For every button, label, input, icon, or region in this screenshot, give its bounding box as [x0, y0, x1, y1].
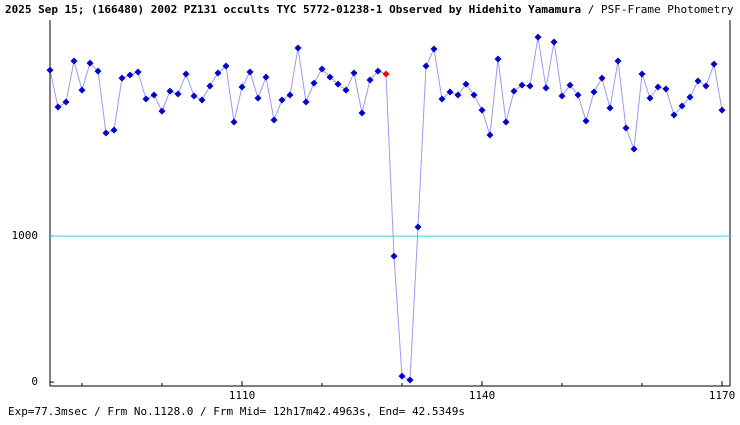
title: 2025 Sep 15; (166480) 2002 PZ131 occults…: [5, 3, 581, 16]
data-point: [718, 106, 726, 114]
data-point: [62, 98, 70, 106]
data-point: [390, 252, 398, 260]
data-point: [310, 79, 318, 87]
data-point: [110, 126, 118, 134]
data-point: [702, 82, 710, 90]
data-point: [86, 59, 94, 67]
footer: Exp=77.3msec / Frm No.1128.0 / Frm Mid= …: [8, 405, 465, 418]
data-point: [326, 73, 334, 81]
data-point: [550, 38, 558, 46]
data-point: [238, 83, 246, 91]
data-point: [438, 95, 446, 103]
data-point: [254, 94, 262, 102]
data-point: [598, 74, 606, 82]
data-point: [318, 65, 326, 73]
chart-title: 2025 Sep 15; (166480) 2002 PZ131 occults…: [5, 3, 740, 16]
data-point: [246, 68, 254, 76]
data-point: [382, 70, 390, 78]
data-point: [270, 116, 278, 124]
subtitle: / PSF-Frame Photometry /: [588, 3, 740, 16]
data-point: [134, 68, 142, 76]
data-point: [654, 83, 662, 91]
data-point: [342, 86, 350, 94]
data-point: [230, 118, 238, 126]
data-point: [214, 69, 222, 77]
data-point: [470, 91, 478, 99]
data-point: [278, 96, 286, 104]
data-point: [502, 118, 510, 126]
data-point: [150, 91, 158, 99]
data-point: [542, 84, 550, 92]
y-tick-label: 0: [31, 375, 38, 388]
data-point: [526, 82, 534, 90]
data-point: [510, 87, 518, 95]
data-point: [374, 67, 382, 75]
data-point: [486, 131, 494, 139]
data-point: [70, 57, 78, 65]
data-point: [262, 73, 270, 81]
data-point: [558, 92, 566, 100]
data-point: [638, 70, 646, 78]
data-point: [462, 80, 470, 88]
data-point: [158, 107, 166, 115]
data-point: [646, 94, 654, 102]
data-point: [430, 45, 438, 53]
data-point: [422, 62, 430, 70]
data-point: [182, 70, 190, 78]
data-point: [294, 44, 302, 52]
data-point: [686, 93, 694, 101]
data-point: [302, 98, 310, 106]
data-point: [534, 33, 542, 41]
data-point: [566, 81, 574, 89]
data-point: [358, 109, 366, 117]
data-point: [174, 90, 182, 98]
x-tick-label: 1110: [229, 389, 256, 402]
data-line: [49, 37, 723, 381]
data-point: [518, 81, 526, 89]
data-point: [670, 111, 678, 119]
data-point: [446, 88, 454, 96]
data-point: [54, 103, 62, 111]
data-point: [286, 91, 294, 99]
data-point: [414, 223, 422, 231]
data-point: [118, 74, 126, 82]
data-point: [190, 92, 198, 100]
data-point: [222, 62, 230, 70]
y-tick-label: 1000: [12, 229, 39, 242]
data-point: [574, 91, 582, 99]
data-point: [350, 69, 358, 77]
data-point: [406, 376, 414, 384]
data-point: [78, 86, 86, 94]
data-point: [46, 66, 54, 74]
data-point: [614, 57, 622, 65]
data-point: [454, 91, 462, 99]
data-point: [94, 67, 102, 75]
data-point: [198, 96, 206, 104]
data-point: [102, 129, 110, 137]
data-point: [630, 145, 638, 153]
data-point: [710, 60, 718, 68]
data-point: [590, 88, 598, 96]
data-point: [142, 95, 150, 103]
data-point: [582, 117, 590, 125]
data-point: [334, 80, 342, 88]
data-point: [206, 82, 214, 90]
data-point: [606, 104, 614, 112]
data-point: [166, 87, 174, 95]
data-point: [622, 124, 630, 132]
data-point: [694, 77, 702, 85]
data-point: [662, 85, 670, 93]
data-point: [398, 372, 406, 380]
data-point: [126, 71, 134, 79]
data-point: [366, 76, 374, 84]
data-point: [678, 102, 686, 110]
x-tick-label: 1140: [469, 389, 496, 402]
x-tick-label: 1170: [709, 389, 736, 402]
data-point: [494, 55, 502, 63]
data-point: [478, 106, 486, 114]
